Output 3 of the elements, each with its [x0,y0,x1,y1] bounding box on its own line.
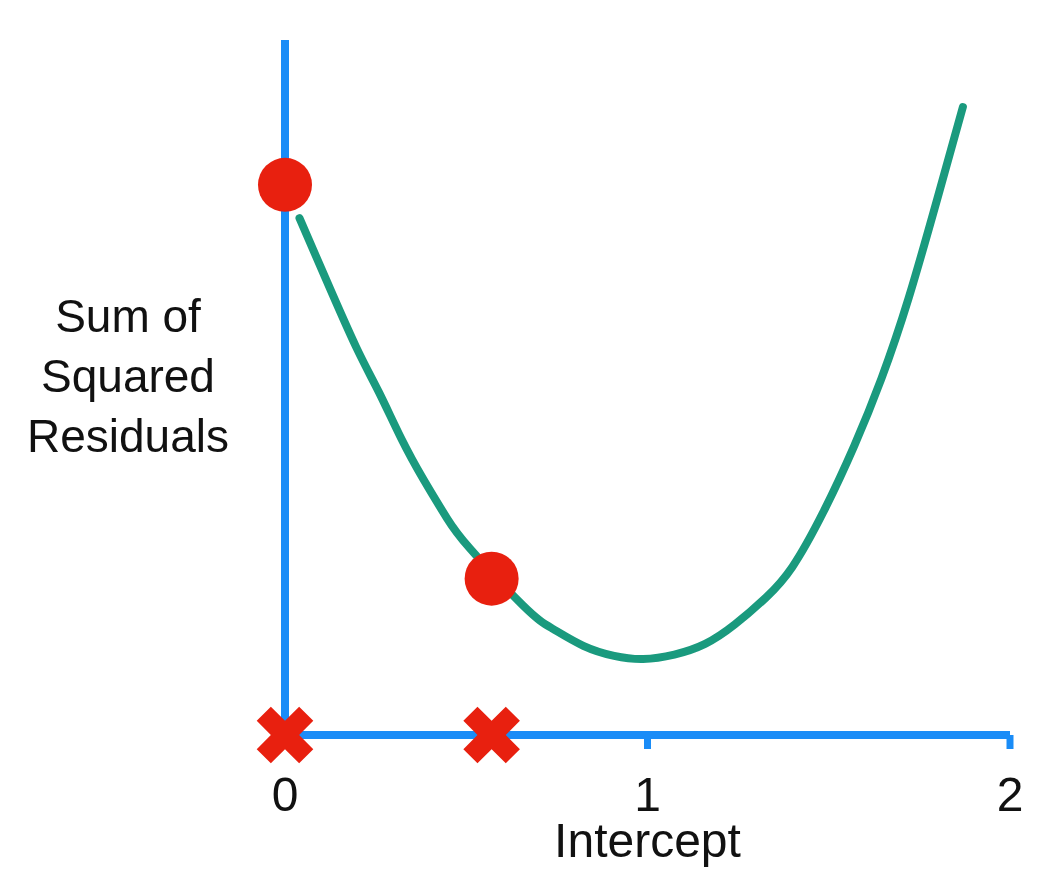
y-axis-title: Sum of Squared Residuals [26,289,230,464]
x-tick-label: 0 [271,768,299,822]
x-tick-label: 2 [996,768,1024,822]
